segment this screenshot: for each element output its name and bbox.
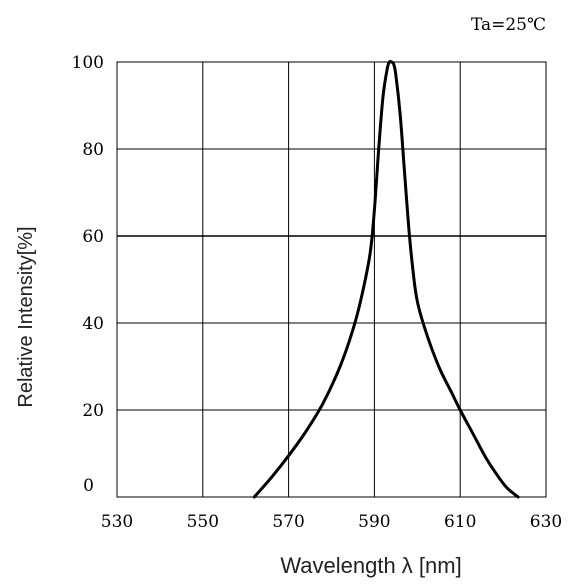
grid-y [117,61,546,498]
x-tick-label-550: 550 [187,512,219,532]
x-tick-label-570: 570 [272,512,304,532]
y-tick-label-60: 60 [82,227,104,247]
x-axis-label: Wavelength λ [nm] [280,553,461,578]
temperature-annotation: Ta=25℃ [471,15,546,35]
plot-frame [116,61,547,498]
x-tick-labels: 530 550 570 590 610 630 [101,512,562,532]
y-tick-labels: 0 20 40 60 80 100 [72,53,104,496]
grid-x [116,62,547,497]
y-tick-label-0: 0 [83,476,94,496]
y-axis-label: Relative Intensity[%] [15,226,37,407]
x-tick-label-630: 630 [530,512,562,532]
y-tick-label-20: 20 [82,401,104,421]
y-tick-label-40: 40 [82,314,104,334]
x-tick-label-590: 590 [358,512,390,532]
y-tick-label-100: 100 [72,53,104,73]
x-tick-label-610: 610 [444,512,476,532]
intensity-curve [252,59,520,499]
y-tick-label-80: 80 [82,140,104,160]
x-tick-label-530: 530 [101,512,133,532]
